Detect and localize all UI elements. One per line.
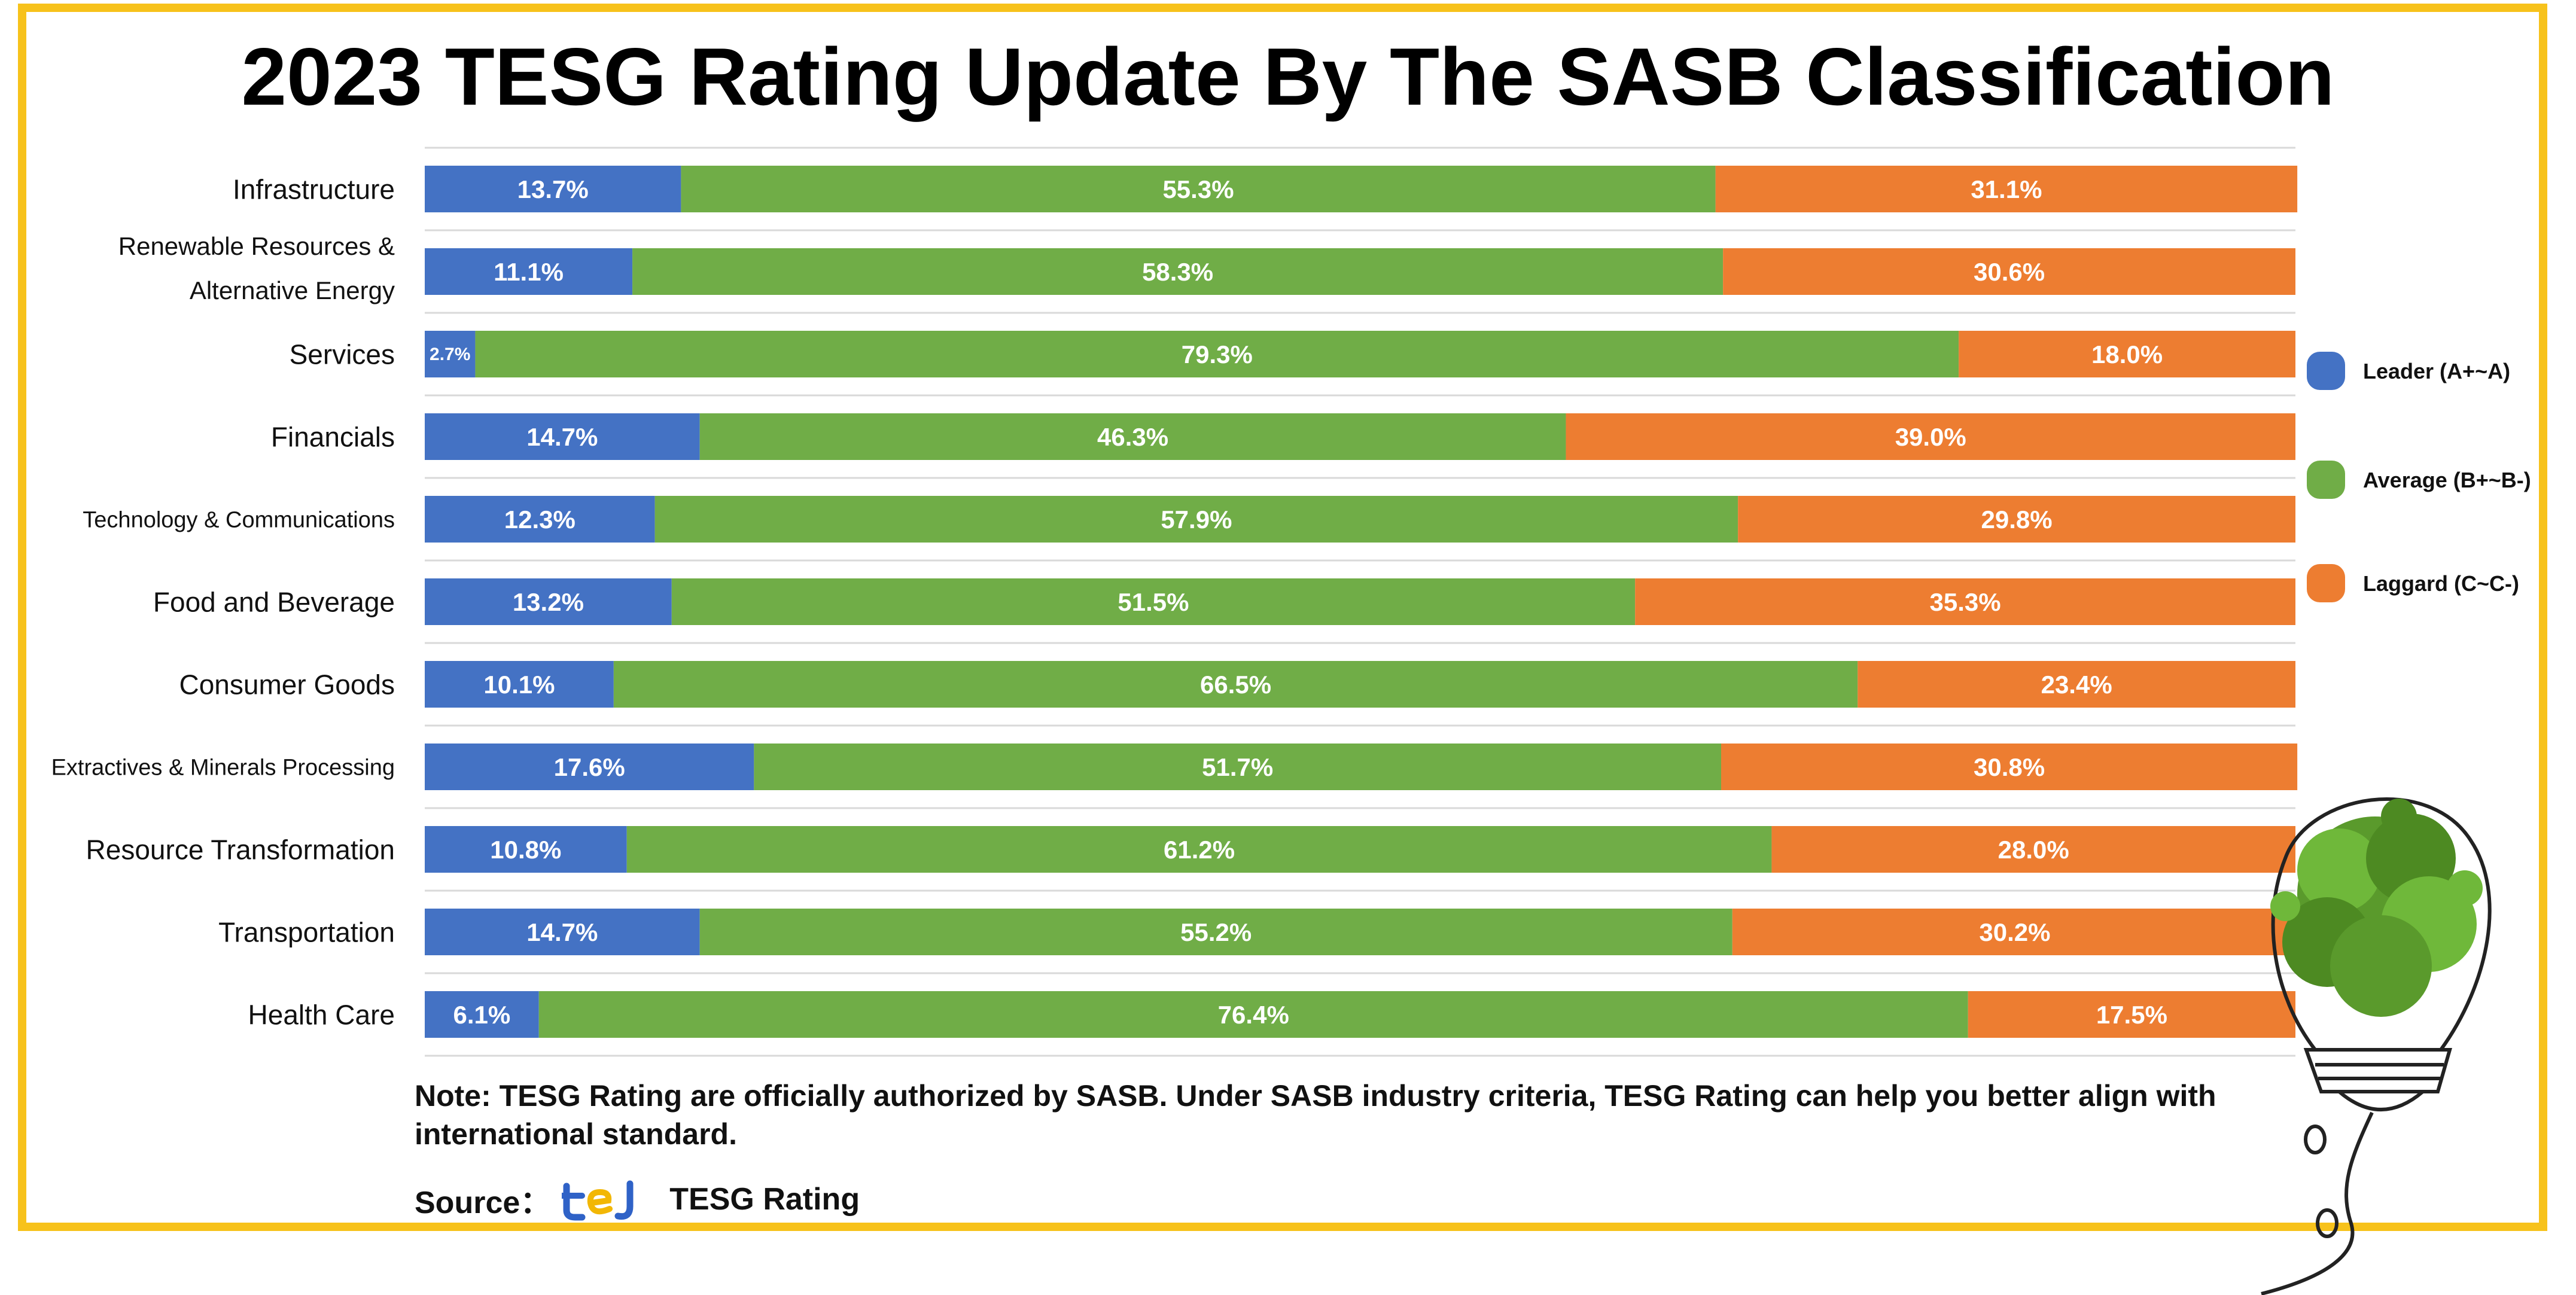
legend-swatch xyxy=(2307,461,2345,499)
data-label: 29.8% xyxy=(1981,505,2053,534)
data-label: 30.8% xyxy=(1974,753,2045,781)
data-label: 58.3% xyxy=(1142,258,1213,286)
category-label: Infrastructure xyxy=(233,174,395,205)
legend-swatch xyxy=(2307,352,2345,390)
data-label: 30.6% xyxy=(1974,258,2045,286)
data-label: 66.5% xyxy=(1200,671,1271,699)
data-label: 79.3% xyxy=(1182,340,1253,368)
legend-label: Average (B+~B-) xyxy=(2363,468,2531,492)
legend-swatch xyxy=(2307,564,2345,602)
data-label: 10.8% xyxy=(490,836,561,864)
bar-segment xyxy=(671,578,1636,625)
data-label: 61.2% xyxy=(1164,836,1235,864)
data-label: 30.2% xyxy=(1979,918,2050,946)
bar-segment xyxy=(425,578,672,625)
category-label: Resource Transformation xyxy=(86,834,395,866)
data-label: 6.1% xyxy=(453,1001,511,1029)
source-label: Source： xyxy=(415,1185,552,1220)
data-label: 35.3% xyxy=(1930,588,2001,616)
bar-segment xyxy=(425,166,681,212)
source-line: Source： TESG Rating xyxy=(415,1175,860,1223)
bar-segment xyxy=(1715,166,2298,212)
bar-segment xyxy=(425,991,539,1038)
data-label: 17.5% xyxy=(2096,1001,2167,1029)
chart-frame xyxy=(18,4,2547,1231)
bar-segment xyxy=(1721,744,2298,790)
category-label: Renewable Resources & Alternative Energy xyxy=(118,232,395,304)
bar-segment xyxy=(1968,991,2295,1038)
data-label: 55.2% xyxy=(1180,918,1252,946)
category-label: Extractives & Minerals Processing xyxy=(51,755,395,781)
bar-segment xyxy=(1771,826,2295,873)
data-label: 57.9% xyxy=(1161,505,1232,534)
bar-segment xyxy=(425,248,633,295)
data-label: 18.0% xyxy=(2091,340,2163,368)
bar-segment xyxy=(1566,413,2295,460)
data-label: 13.2% xyxy=(513,588,584,616)
bar-segment xyxy=(425,744,754,790)
bar-segment xyxy=(425,826,627,873)
category-label: Services xyxy=(290,339,395,370)
bar-segment xyxy=(1732,909,2298,955)
bar-segment xyxy=(699,413,1566,460)
data-label: 76.4% xyxy=(1218,1001,1289,1029)
bar-segment xyxy=(1738,496,2295,543)
legend-label: Laggard (C~C-) xyxy=(2363,571,2519,596)
category-label: Technology & Communications xyxy=(83,508,395,533)
data-label: 10.1% xyxy=(483,671,555,699)
data-label: 51.5% xyxy=(1118,588,1189,616)
chart-note: Note: TESG Rating are officially authori… xyxy=(415,1079,2216,1151)
bar-segment xyxy=(425,909,700,955)
legend-label: Leader (A+~A) xyxy=(2363,359,2510,383)
bar-segment xyxy=(1723,248,2295,295)
bar-segment xyxy=(475,331,1959,377)
data-label: 13.7% xyxy=(517,175,589,203)
bar-segment xyxy=(425,413,700,460)
bar-segment xyxy=(425,496,655,543)
stacked-bar-chart: Infrastructure 13.7% 55.3% 31.1% Renewable R… xyxy=(51,147,2531,1057)
category-label: Financials xyxy=(271,422,395,453)
data-label: 11.1% xyxy=(494,258,564,286)
data-label: 55.3% xyxy=(1162,175,1234,203)
tej-logo-icon xyxy=(562,1180,634,1221)
chart-title: 2023 TESG Rating Update By The SASB Clas… xyxy=(241,31,2335,122)
bar-segment xyxy=(654,496,1738,543)
bar-segment xyxy=(538,991,1968,1038)
bar-segment xyxy=(699,909,1732,955)
bar-segment xyxy=(1959,331,2295,377)
bar-segment xyxy=(1858,661,2295,708)
data-label: 51.7% xyxy=(1202,753,1273,781)
bar-segment xyxy=(626,826,1772,873)
bar-segment xyxy=(754,744,1722,790)
data-label: 12.3% xyxy=(504,505,576,534)
source-name: TESG Rating xyxy=(669,1182,860,1217)
data-label: 46.3% xyxy=(1097,423,1168,451)
category-label: Food and Beverage xyxy=(153,587,395,618)
data-label: 2.7% xyxy=(430,345,470,364)
data-label: 23.4% xyxy=(2041,671,2112,699)
bar-segment xyxy=(613,661,1858,708)
bar-segment xyxy=(425,331,476,377)
bar-segment xyxy=(681,166,1716,212)
bar-segment xyxy=(1635,578,2295,625)
data-label: 39.0% xyxy=(1895,423,1966,451)
lightbulb-plant-icon xyxy=(2261,797,2492,1295)
data-label: 14.7% xyxy=(526,423,598,451)
category-label: Consumer Goods xyxy=(179,669,395,700)
category-label: Health Care xyxy=(248,1000,395,1031)
bar-segment xyxy=(425,661,614,708)
data-label: 14.7% xyxy=(526,918,598,946)
data-label: 17.6% xyxy=(554,753,625,781)
category-label: Transportation xyxy=(218,917,395,948)
data-label: 28.0% xyxy=(1998,836,2069,864)
data-label: 31.1% xyxy=(1971,175,2042,203)
bar-segment xyxy=(632,248,1724,295)
